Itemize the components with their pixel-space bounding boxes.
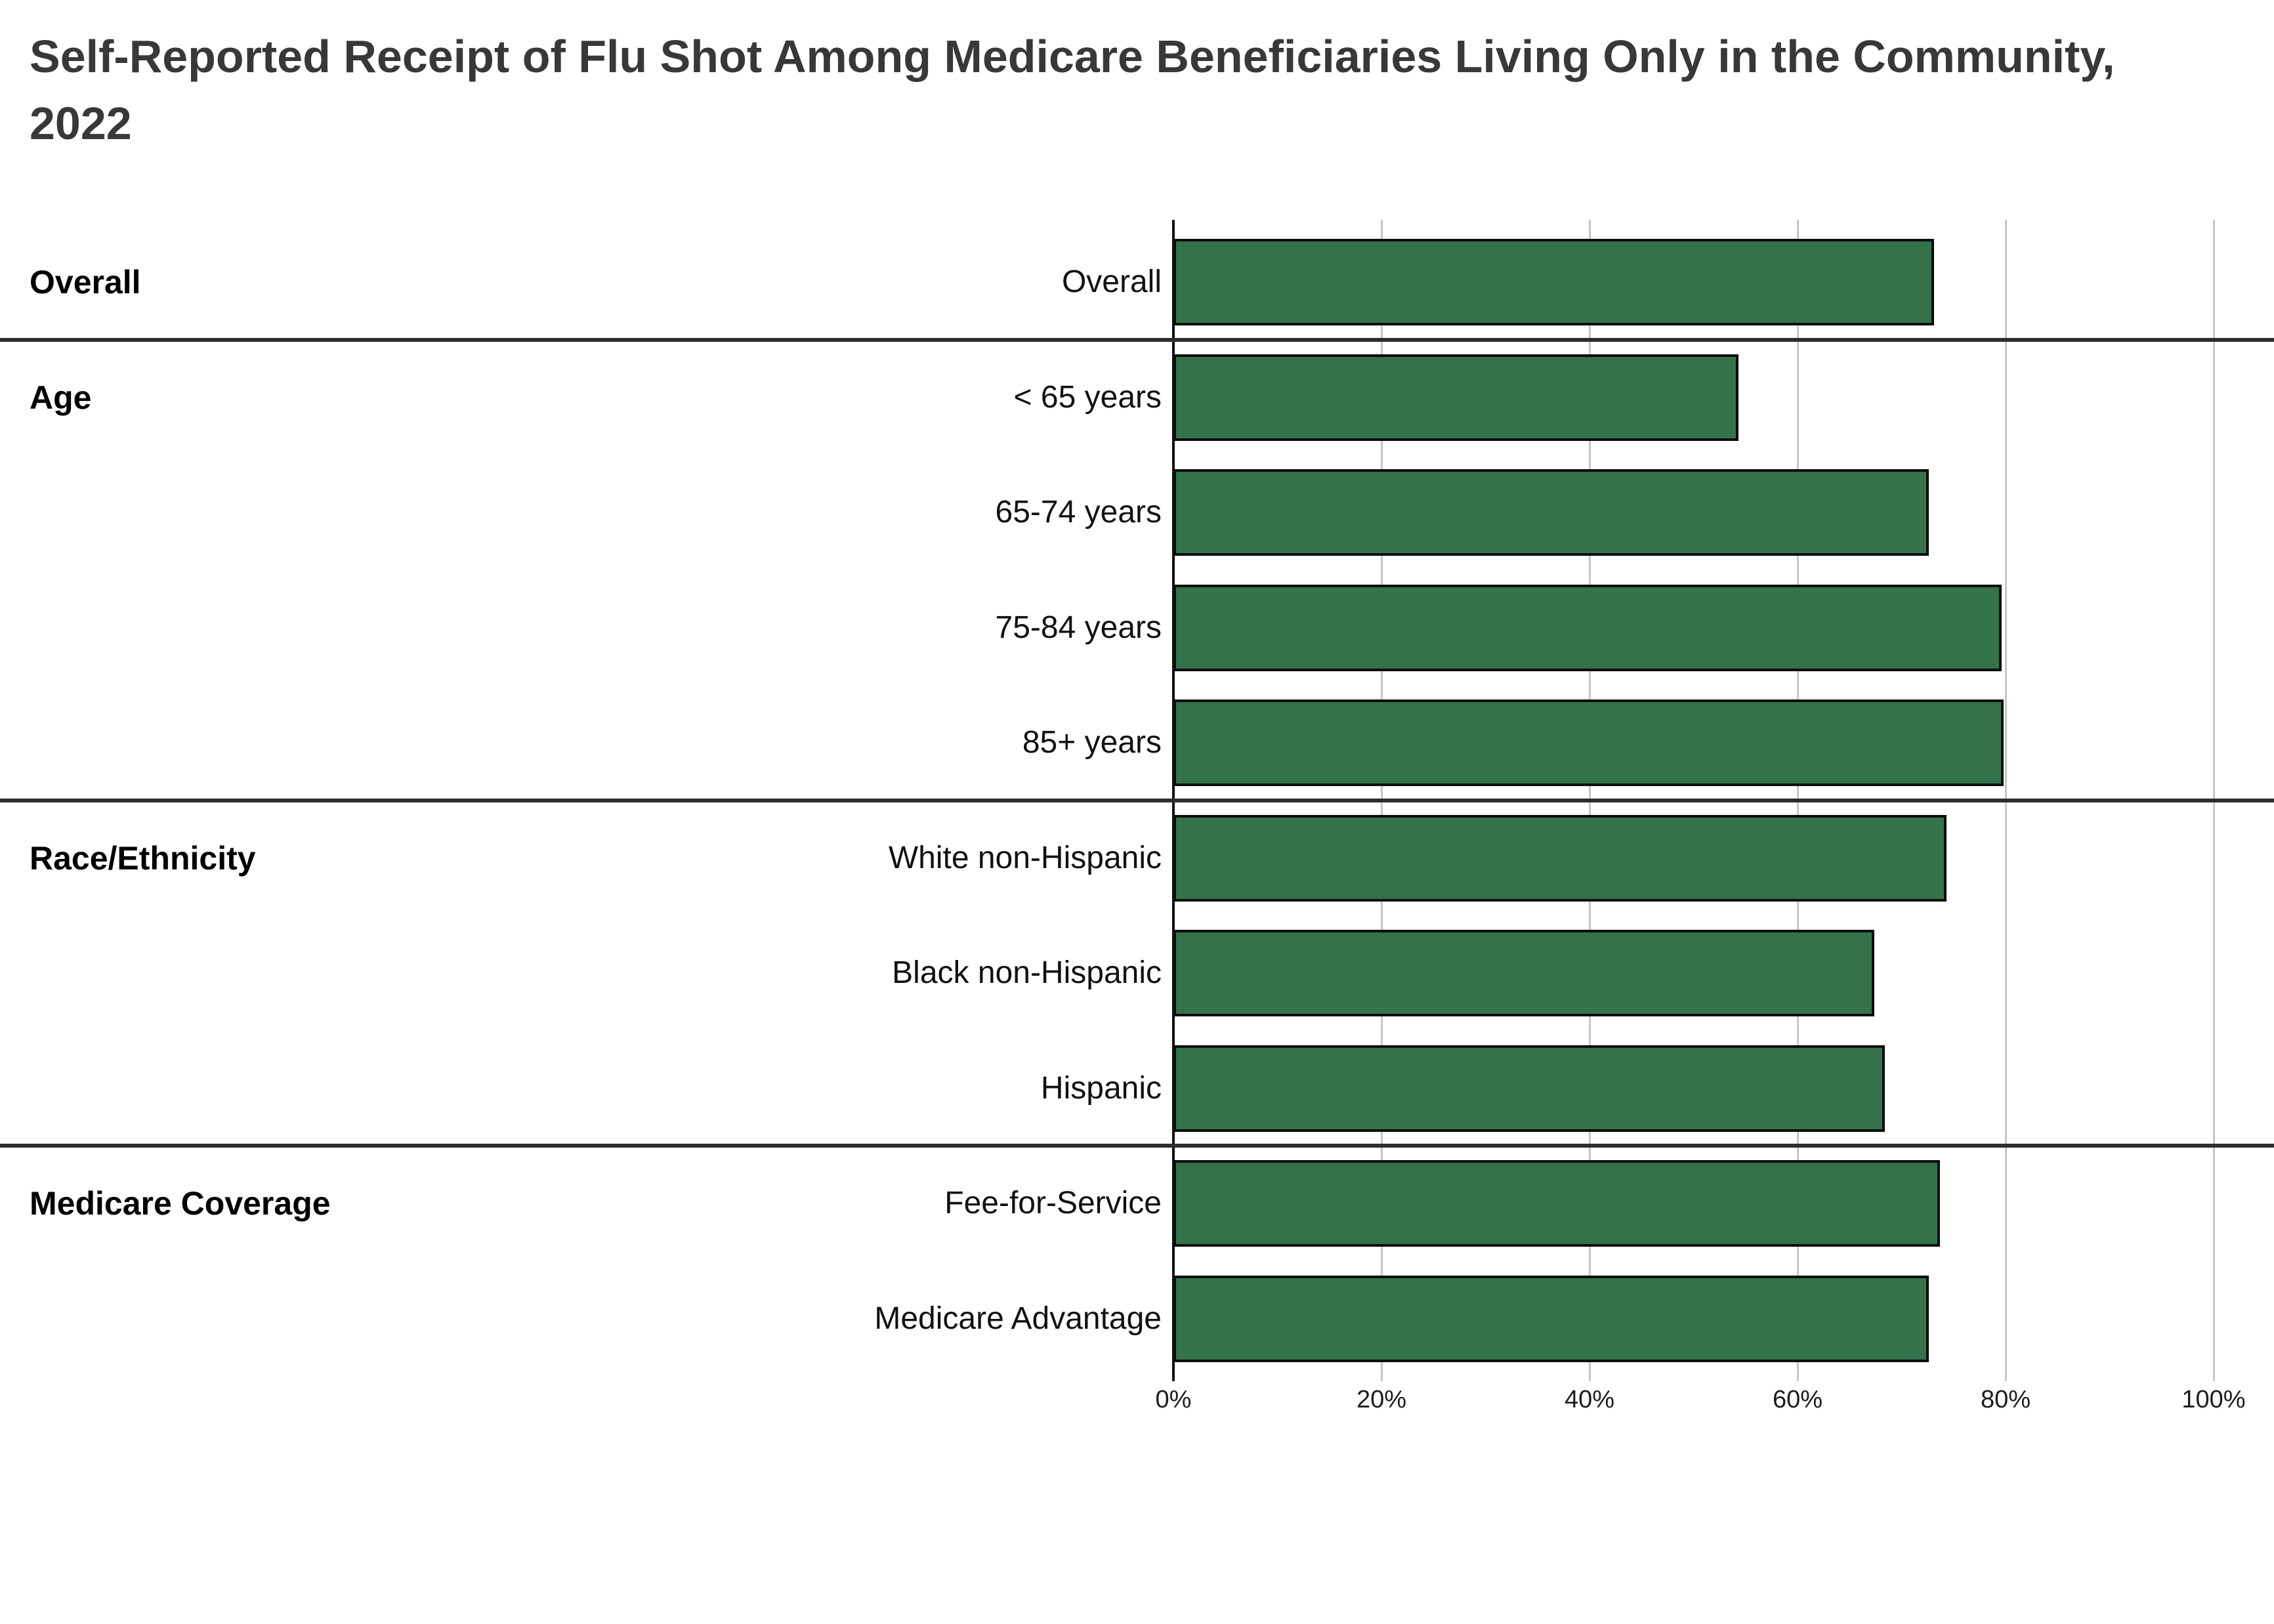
bar-row-label: < 65 years — [1013, 379, 1162, 415]
group-separator — [0, 798, 2274, 802]
group-label: Medicare Coverage — [30, 1185, 331, 1222]
group-separator — [0, 337, 2274, 342]
bar — [1173, 1045, 1885, 1132]
bar — [1173, 814, 1947, 902]
group-label: Overall — [30, 264, 141, 301]
bar-row-label: Black non-Hispanic — [892, 955, 1162, 990]
bar-row-label: Hispanic — [1040, 1070, 1162, 1106]
group-separator — [0, 1144, 2274, 1148]
bar — [1173, 1160, 1941, 1247]
bar — [1173, 1275, 1929, 1362]
bar-row-label: 75-84 years — [995, 610, 1162, 645]
bar — [1173, 699, 2004, 786]
bar — [1173, 930, 1875, 1016]
x-tick-label: 40% — [1564, 1386, 1615, 1413]
chart-title: Self-Reported Receipt of Flu Shot Among … — [30, 31, 2115, 149]
x-tick-label: 60% — [1772, 1386, 1823, 1413]
group-label: Age — [30, 379, 92, 416]
x-tick-label: 0% — [1155, 1386, 1192, 1413]
x-tick-label: 20% — [1356, 1386, 1407, 1413]
bar-row-label: Overall — [1061, 264, 1162, 299]
bar — [1173, 469, 1929, 556]
bar-row-label: White non-Hispanic — [888, 840, 1162, 875]
bar-row-label: Medicare Advantage — [874, 1301, 1162, 1336]
bar-row-label: Fee-for-Service — [944, 1186, 1162, 1220]
bar — [1173, 354, 1738, 441]
bar — [1173, 584, 2002, 671]
x-tick-label: 100% — [2181, 1386, 2246, 1413]
bar-row-label: 65-74 years — [995, 495, 1162, 530]
bar — [1173, 239, 1934, 325]
x-tick-label: 80% — [1980, 1386, 2031, 1413]
group-label: Race/Ethnicity — [30, 839, 256, 877]
bar-row-label: 85+ years — [1022, 725, 1162, 760]
